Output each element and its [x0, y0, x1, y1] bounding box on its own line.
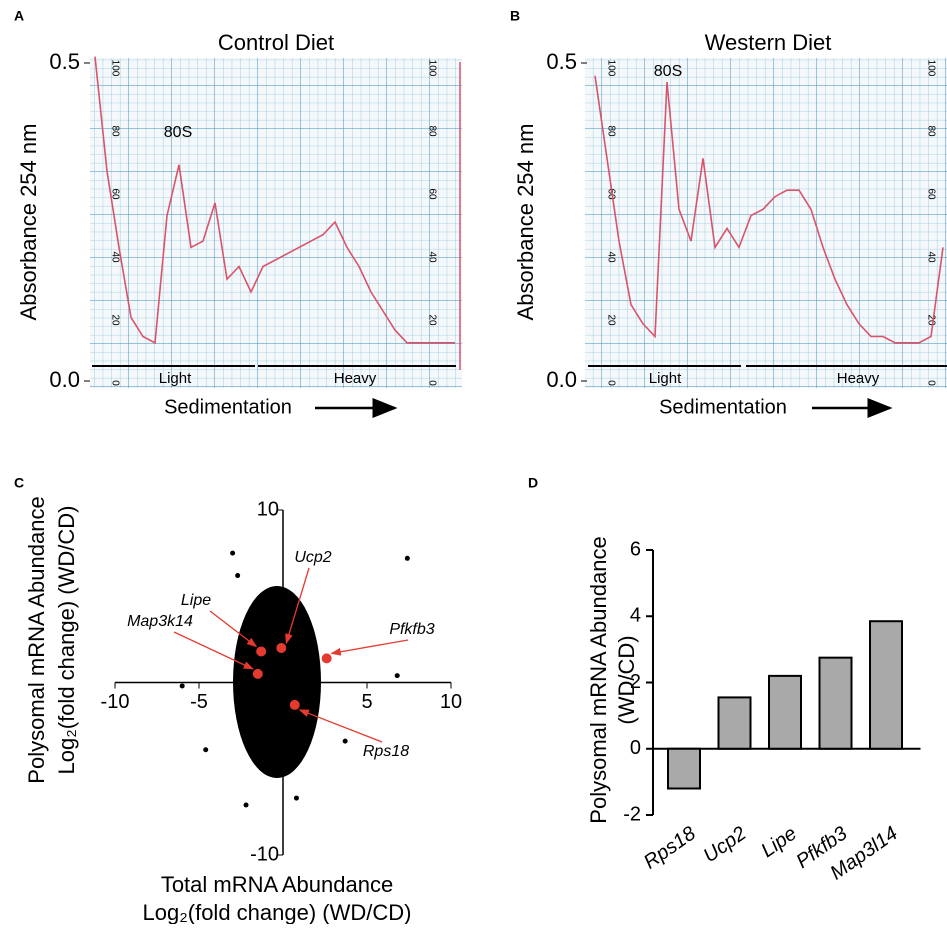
gene-label: Pfkfb3	[389, 621, 434, 638]
y-axis-label: Log₂(fold change) (WD/CD)	[54, 506, 79, 775]
y-tick-label: 0.5	[546, 49, 577, 74]
paper-scale-label: 20	[605, 314, 616, 326]
y-axis-label: Polysomal mRNA Abundance	[24, 496, 49, 783]
y-tick-label: 6	[630, 538, 641, 560]
y-tick-label: -10	[250, 843, 279, 865]
gene-label: Map3k14	[127, 613, 193, 630]
highlighted-point	[256, 646, 266, 656]
point	[294, 796, 299, 801]
paper-scale-label: 20	[109, 314, 120, 326]
paper-scale-label: 0	[109, 380, 120, 386]
highlighted-point	[253, 669, 263, 679]
bar	[769, 676, 801, 749]
paper-scale-label: 80	[426, 125, 437, 137]
x-tick-label: 5	[361, 691, 372, 713]
fraction-label: Heavy	[837, 370, 880, 387]
point	[343, 739, 348, 744]
y-tick-label: -5	[261, 757, 279, 779]
panel-title: Western Diet	[705, 30, 832, 55]
bar	[719, 697, 751, 748]
y-tick-label: 0.5	[49, 49, 80, 74]
paper-scale-label: 40	[426, 251, 437, 263]
point	[203, 747, 208, 752]
paper-b	[585, 58, 947, 388]
x-tick-label: -5	[190, 691, 208, 713]
gene-label: Ucp2	[294, 549, 331, 566]
bar	[820, 658, 852, 749]
panel-letter: D	[528, 475, 538, 491]
gene-label: Lipe	[181, 592, 211, 609]
paper-scale-label: 100	[925, 60, 936, 77]
y-axis-label: (WD/CD)	[614, 635, 639, 724]
paper-scale-label: 40	[109, 251, 120, 263]
x-axis-label: Total mRNA Abundance	[161, 872, 393, 897]
x-axis-label: Sedimentation	[659, 396, 787, 418]
paper-scale-label: 20	[426, 314, 437, 326]
x-tick-label: 10	[440, 691, 462, 713]
paper-scale-label: 100	[605, 60, 616, 77]
panel-title: Control Diet	[218, 30, 334, 55]
paper-scale-label: 0	[925, 380, 936, 386]
panel-letter: B	[510, 8, 520, 24]
paper-scale-label: 20	[925, 314, 936, 326]
gene-label: Rps18	[363, 743, 409, 760]
x-axis-label: Log₂(fold change) (WD/CD)	[143, 900, 412, 924]
x-tick-label: Ucp2	[700, 822, 751, 867]
y-tick-label: 0.0	[49, 367, 80, 392]
paper-scale-label: 100	[426, 60, 437, 77]
y-tick-label: 0	[630, 737, 641, 759]
paper-scale-label: 40	[925, 251, 936, 263]
figure: A Control Diet Absorbance 254 nm 0.0 0.5 0 0 20…	[0, 0, 947, 924]
paper-scale-label: 60	[426, 188, 437, 200]
bar	[668, 749, 700, 789]
point	[180, 683, 185, 688]
y-tick-label: 5	[268, 585, 279, 607]
y-axis-label: Absorbance 254 nm	[513, 124, 538, 321]
point	[235, 573, 240, 578]
paper-scale-label: 80	[925, 125, 936, 137]
y-tick-label: -2	[623, 803, 641, 825]
paper-scale-label: 0	[426, 380, 437, 386]
x-tick-label: Rps18	[640, 822, 700, 873]
highlighted-point	[290, 700, 300, 710]
highlighted-point	[322, 653, 332, 663]
point	[395, 673, 400, 678]
paper-scale-label: 100	[109, 60, 120, 77]
paper-scale-label: 80	[605, 125, 616, 137]
point	[230, 551, 235, 556]
paper-scale-label: 0	[605, 380, 616, 386]
y-axis-label: Absorbance 254 nm	[16, 124, 41, 321]
highlighted-point	[276, 643, 286, 653]
y-tick-label: 10	[257, 498, 279, 520]
panel-letter: A	[14, 8, 24, 24]
paper-scale-label: 60	[925, 188, 936, 200]
y-axis-label: Polysomal mRNA Abundance	[586, 536, 611, 823]
gene-arrow	[332, 640, 408, 653]
y-tick-label: 4	[630, 605, 641, 627]
x-axis-label: Sedimentation	[164, 396, 292, 418]
x-tick-label: -10	[101, 691, 130, 713]
peak-label: 80S	[654, 63, 682, 80]
paper-scale-label: 40	[605, 251, 616, 263]
point	[405, 556, 410, 561]
y-tick-label: 0.0	[546, 367, 577, 392]
peak-label: 80S	[164, 124, 192, 141]
panel-letter: C	[14, 475, 24, 491]
fraction-label: Light	[159, 370, 192, 387]
fraction-label: Light	[649, 370, 682, 387]
bar	[870, 621, 902, 749]
point	[244, 802, 249, 807]
fraction-label: Heavy	[334, 370, 377, 387]
paper-scale-label: 80	[109, 125, 120, 137]
